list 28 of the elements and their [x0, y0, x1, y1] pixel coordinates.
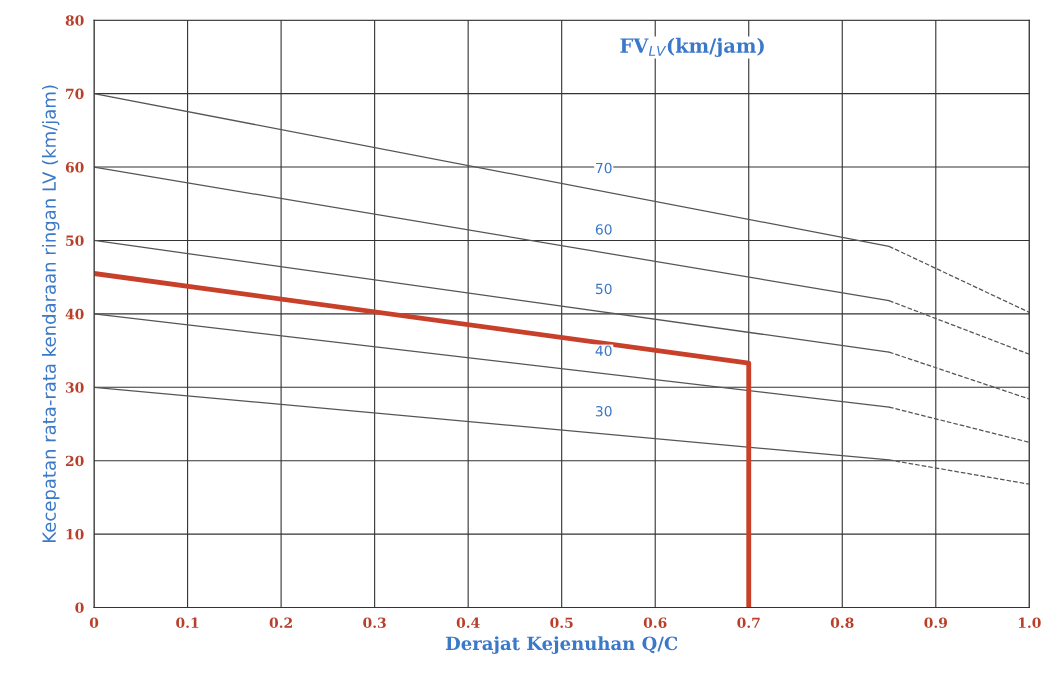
y-tick-label: 70	[66, 88, 84, 100]
y-tick-label: 60	[65, 162, 84, 173]
y-tick-label: 50	[66, 235, 84, 246]
series-label: 60	[595, 224, 612, 235]
x-axis-title: Derajat Kejenuhan Q/C	[445, 636, 678, 654]
x-tick-label: 0.5	[550, 617, 573, 628]
x-tick-label: 0.4	[456, 617, 480, 628]
x-tick-label: 0.6	[643, 617, 667, 628]
x-tick-label: 0.1	[176, 617, 199, 628]
x-tick-label: 0.2	[269, 617, 292, 628]
series-label: 50	[595, 283, 612, 295]
x-tick-label: 0	[89, 617, 99, 628]
x-tick-label: 1.0	[1018, 617, 1041, 628]
series-label: 30	[595, 405, 612, 417]
y-tick-label: 80	[65, 15, 84, 26]
y-axis-title: Kecepatan rata-rata kendaraan ringan LV (km/jam)	[41, 85, 60, 542]
text: FV$_{LV}$(km/jam)	[620, 37, 764, 57]
y-tick-label: 20	[65, 455, 84, 467]
series-label: 70	[596, 162, 612, 174]
y-tick-label: 30	[65, 382, 84, 393]
x-tick-label: 0.9	[924, 617, 947, 628]
y-tick-label: 10	[66, 529, 84, 540]
x-tick-label: 0.8	[830, 617, 854, 628]
x-tick-label: 0.7	[737, 617, 760, 628]
x-tick-label: 0.3	[363, 617, 386, 628]
series-label: 40	[595, 345, 612, 357]
y-tick-label: 40	[65, 308, 84, 320]
y-tick-label: 0	[75, 602, 84, 613]
